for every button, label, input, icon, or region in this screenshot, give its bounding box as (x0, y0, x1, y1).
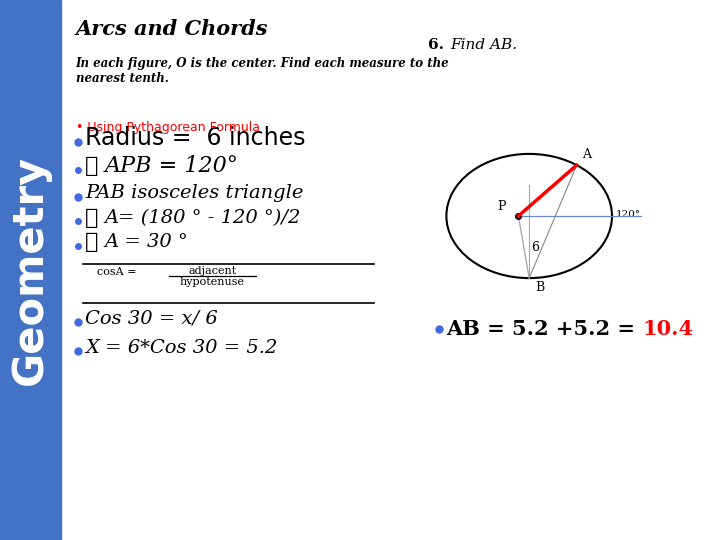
Text: A: A (582, 148, 591, 161)
Text: cosA =: cosA = (97, 267, 137, 278)
Text: A= (180 ° - 120 °)/2: A= (180 ° - 120 °)/2 (104, 208, 301, 227)
Text: Geometry: Geometry (9, 155, 51, 385)
Text: Cos 30 = x/ 6: Cos 30 = x/ 6 (85, 309, 217, 328)
Text: B: B (535, 281, 544, 294)
Text: Find AB.: Find AB. (450, 38, 517, 52)
Text: adjacent: adjacent (188, 266, 237, 276)
Text: A = 30 °: A = 30 ° (104, 233, 188, 251)
Text: In each figure, O is the center. Find each measure to the
nearest tenth.: In each figure, O is the center. Find ea… (76, 57, 449, 85)
Text: PAB isosceles triangle: PAB isosceles triangle (85, 184, 303, 202)
Text: • Using Pythagorean Formula: • Using Pythagorean Formula (76, 122, 260, 134)
Text: P: P (497, 200, 505, 213)
Text: Arcs and Chords: Arcs and Chords (76, 19, 268, 39)
Text: hypotenuse: hypotenuse (180, 277, 245, 287)
Text: Radius =  6 inches: Radius = 6 inches (85, 126, 305, 150)
Text: ℱ: ℱ (85, 231, 99, 253)
Bar (0, 0, 61, 540)
Text: ℱ: ℱ (85, 207, 99, 228)
Text: 6.: 6. (428, 38, 444, 52)
Text: AB = 5.2 +5.2 =: AB = 5.2 +5.2 = (446, 319, 643, 340)
Text: 6: 6 (531, 240, 539, 254)
Text: APB = 120°: APB = 120° (104, 155, 238, 177)
Text: 120°: 120° (616, 210, 641, 219)
Text: X = 6*Cos 30 = 5.2: X = 6*Cos 30 = 5.2 (85, 339, 277, 357)
Text: ℱ: ℱ (85, 155, 99, 177)
Text: 10.4: 10.4 (642, 319, 693, 340)
